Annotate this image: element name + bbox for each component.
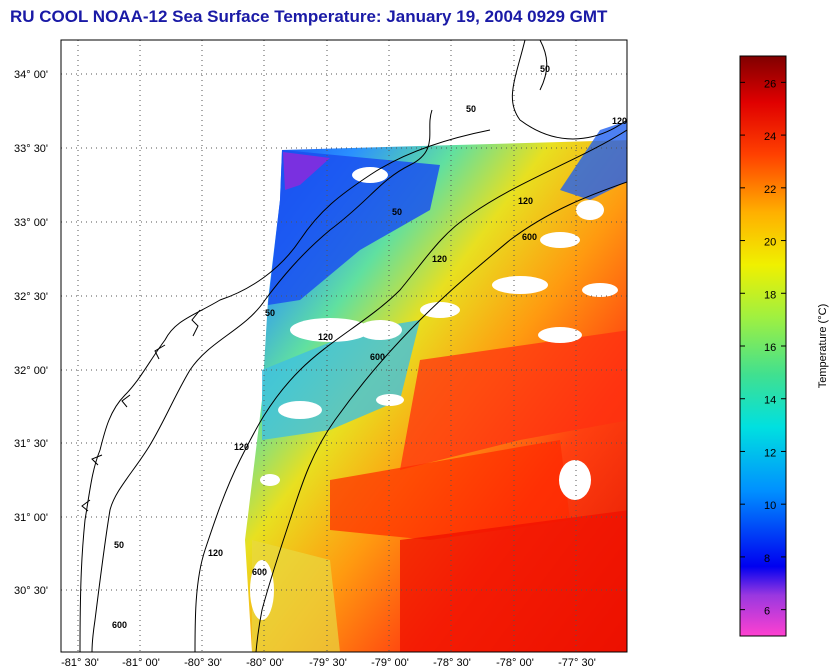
northeast-cold-patch: [560, 121, 627, 200]
contour-labels: 50 50 50 50 50 120 120 120 120 120 120 6…: [112, 64, 627, 630]
lon-tick-label: -78° 00': [496, 657, 534, 669]
cold-shelf-water: [268, 150, 440, 305]
depth-contours: [91, 109, 627, 652]
map-grid: [61, 40, 627, 652]
map-frame: [60, 39, 628, 653]
lon-tick-label: -77° 30': [558, 657, 596, 669]
contour-label: 120: [208, 548, 223, 558]
contour-label: 120: [518, 196, 533, 206]
contour-label: 600: [522, 232, 537, 242]
lon-tick-label: -80° 00': [246, 657, 284, 669]
contour-label: 600: [252, 567, 267, 577]
lon-tick-label: -81° 00': [122, 657, 160, 669]
contour-label: 120: [318, 332, 333, 342]
warm-southeast-water: [400, 510, 627, 652]
colorbar-tick-label: 10: [764, 500, 776, 512]
contour-120m: [194, 129, 627, 652]
latitude-axis: 34° 00' 33° 30' 33° 00' 32° 30' 32° 00' …: [14, 69, 48, 597]
contour-label: 120: [432, 254, 447, 264]
lon-tick-label: -81° 30': [61, 657, 99, 669]
coldest-patch: [283, 152, 330, 190]
contour-label: 120: [612, 116, 627, 126]
colorbar: 26 24 22 20 18 16 14 12 10 8 6 Temperature (°C): [739, 55, 829, 637]
colorbar-tick-label: 14: [764, 395, 776, 407]
colorbar-label: Temperature (°C): [817, 304, 829, 388]
colorbar-tick-label: 22: [764, 184, 776, 196]
lat-tick-label: 32° 30': [14, 291, 48, 303]
lon-tick-label: -78° 30': [433, 657, 471, 669]
sst-image-layer: [236, 121, 627, 652]
contour-600m: [255, 181, 627, 652]
lat-tick-label: 32° 00': [14, 365, 48, 377]
colorbar-tick-label: 8: [764, 553, 770, 565]
warm-filament: [330, 440, 570, 540]
lon-tick-label: -79° 30': [309, 657, 347, 669]
lat-tick-label: 31° 30': [14, 438, 48, 450]
colorbar-ticks: 26 24 22 20 18 16 14 12 10 8 6: [740, 78, 786, 618]
colorbar-tick-label: 24: [764, 131, 776, 143]
lat-tick-label: 33° 30': [14, 143, 48, 155]
contour-label: 50: [114, 540, 124, 550]
contour-label: 600: [370, 352, 385, 362]
lat-tick-label: 30° 30': [14, 585, 48, 597]
lat-tick-label: 33° 00': [14, 217, 48, 229]
lon-tick-label: -80° 30': [184, 657, 222, 669]
colorbar-tick-label: 6: [764, 606, 770, 618]
contour-label: 50: [265, 308, 275, 318]
colorbar-tick-label: 18: [764, 289, 776, 301]
coastline: [79, 40, 627, 652]
lat-tick-label: 34° 00': [14, 69, 48, 81]
colorbar-tick-label: 12: [764, 447, 776, 459]
contour-label: 50: [540, 64, 550, 74]
contour-label: 50: [466, 104, 476, 114]
lon-tick-label: -79° 00': [371, 657, 409, 669]
colorbar-scale: [739, 55, 787, 637]
colorbar-tick-label: 20: [764, 237, 776, 249]
contour-50m: [91, 109, 433, 652]
contour-label: 50: [392, 207, 402, 217]
colorbar-tick-label: 26: [764, 78, 776, 90]
colorbar-tick-label: 16: [764, 342, 776, 354]
lat-tick-label: 31° 00': [14, 512, 48, 524]
contour-label: 120: [234, 442, 249, 452]
contour-label: 600: [112, 620, 127, 630]
map-title: RU COOL NOAA-12 Sea Surface Temperature:…: [10, 7, 608, 26]
longitude-axis: -81° 30' -81° 00' -80° 30' -80° 00' -79°…: [61, 657, 596, 669]
